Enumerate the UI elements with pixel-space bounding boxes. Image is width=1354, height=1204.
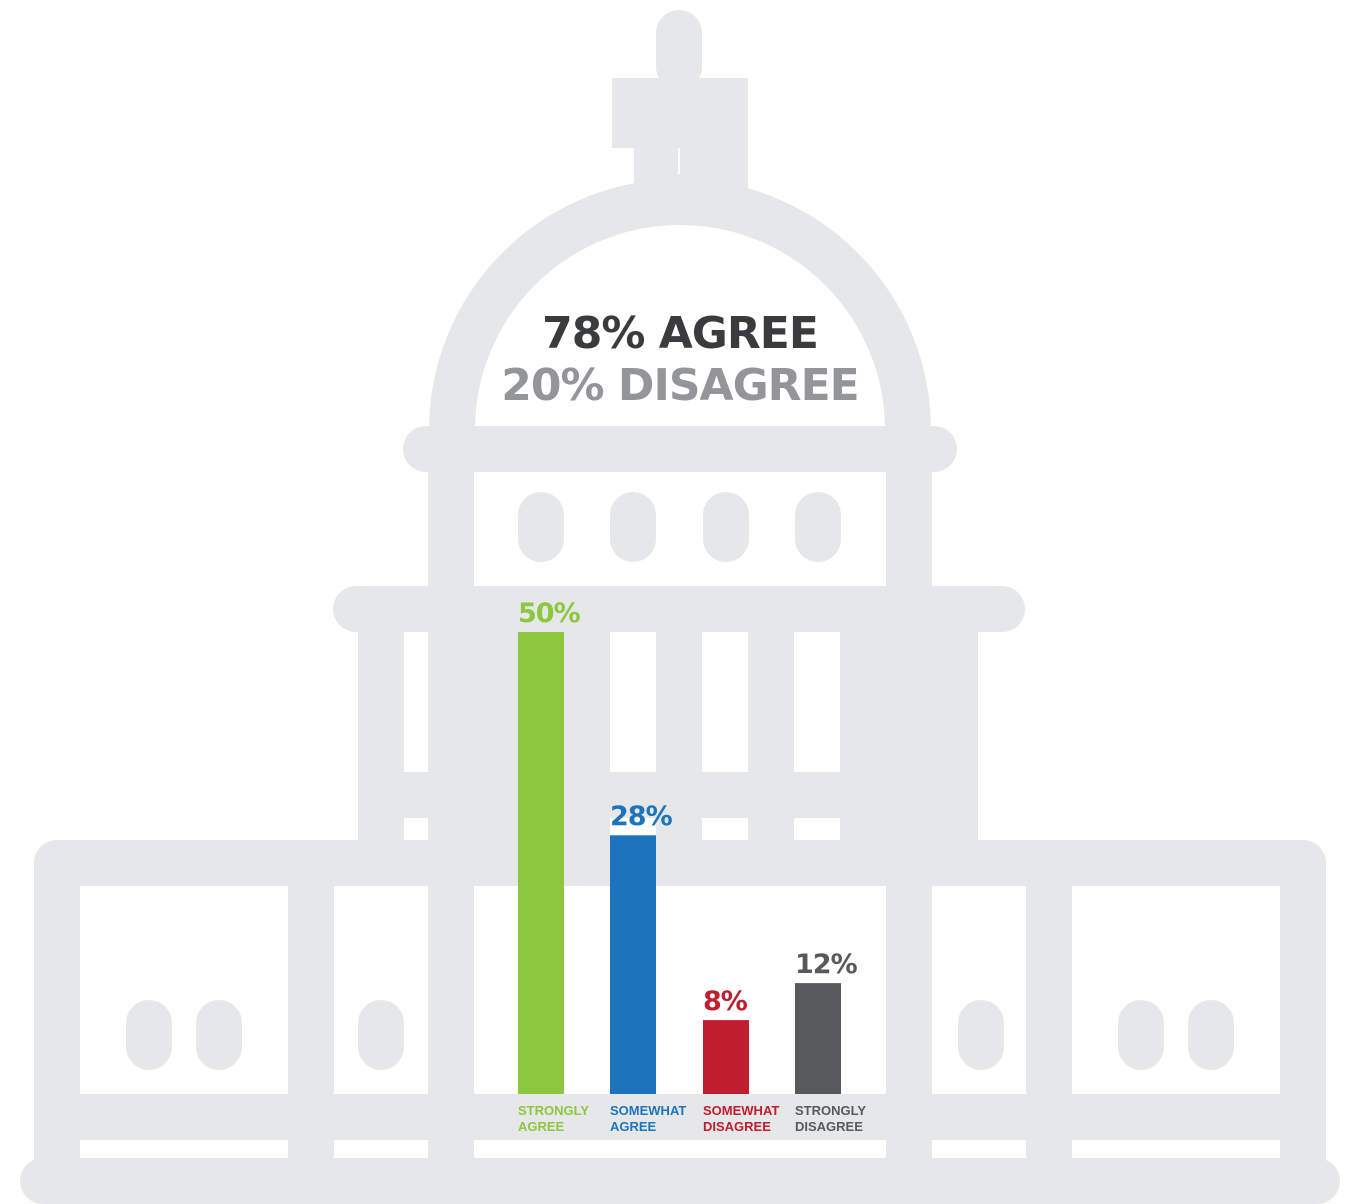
wing-window-1	[126, 1000, 172, 1070]
drum-window-4	[795, 492, 841, 562]
bar-somewhat-disagree	[703, 1020, 749, 1094]
column-7	[840, 630, 886, 870]
drum-wall-left	[428, 470, 474, 590]
spire	[656, 10, 702, 90]
agree-total: 78% AGREE	[542, 308, 819, 359]
lantern-frame	[612, 78, 748, 218]
base-band	[34, 1094, 1326, 1140]
value-label-strongly-disagree: 12%	[795, 949, 858, 981]
dome-outline	[429, 179, 931, 431]
category-label-strongly-agree: STRONGLY AGREE	[518, 1103, 590, 1134]
column-6	[748, 630, 794, 870]
drum-wall-right	[886, 470, 932, 590]
foundation	[20, 1158, 1340, 1204]
wing-window-5	[1118, 1000, 1164, 1070]
category-label-somewhat-agree: SOMEWHAT AGREE	[610, 1103, 687, 1134]
bar-strongly-disagree	[795, 983, 841, 1094]
column-8	[886, 630, 932, 870]
column-3	[474, 630, 520, 870]
colonnade-band	[358, 772, 978, 818]
column-9	[932, 630, 978, 870]
bar-somewhat-agree	[610, 835, 656, 1094]
wing-window-6	[1188, 1000, 1234, 1070]
roof-ledge	[34, 840, 1326, 886]
column-4	[564, 630, 610, 870]
wing-window-2	[196, 1000, 242, 1070]
wing-window-3	[358, 1000, 404, 1070]
column-2	[428, 630, 474, 870]
drum-window-1	[518, 492, 564, 562]
value-label-somewhat-disagree: 8%	[703, 986, 748, 1018]
wing-window-4	[958, 1000, 1004, 1070]
bar-strongly-agree	[518, 632, 564, 1094]
value-label-strongly-agree: 50%	[518, 598, 581, 629]
category-label-somewhat-disagree: SOMEWHAT DISAGREE	[703, 1103, 780, 1134]
disagree-total: 20% DISAGREE	[501, 360, 859, 411]
drum-window-3	[703, 492, 749, 562]
colonnade-ledge	[333, 586, 1025, 632]
column-1	[358, 630, 404, 870]
value-label-somewhat-agree: 28%	[610, 801, 673, 833]
drum-window-2	[610, 492, 656, 562]
column-5	[656, 630, 702, 870]
dome-ledge	[403, 426, 957, 472]
category-label-strongly-disagree: STRONGLY DISAGREE	[795, 1103, 867, 1134]
